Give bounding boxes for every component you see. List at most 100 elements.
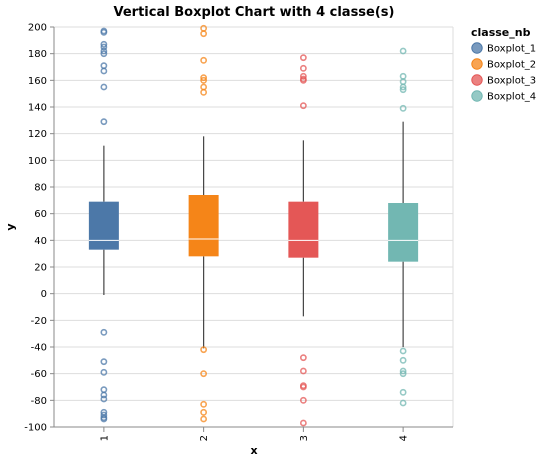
iqr-box [288,201,319,258]
boxes [88,24,419,427]
x-tick-label: 3 [299,435,310,441]
iqr-box [188,195,219,257]
chart-title: Vertical Boxplot Chart with 4 classe(s) [114,5,395,20]
y-tick-label: 120 [28,129,47,140]
outlier-point [200,30,208,38]
outlier-point [399,86,407,94]
outlier-point [100,391,108,399]
gridlines [54,26,454,428]
y-tick-label: 60 [34,209,47,220]
x-axis-title: x [250,444,257,457]
outlier-point [299,102,307,110]
legend-symbol [471,90,483,102]
legend-label: Boxplot_1 [487,44,536,55]
outlier-point [100,358,108,366]
outlier-point [100,47,108,55]
outlier-point [399,367,407,375]
y-tick-label: -60 [31,369,47,380]
outlier-point [100,83,108,91]
x-tick-label: 1 [99,435,110,441]
y-tick-label: -20 [31,316,47,327]
legend-symbol [471,74,483,86]
y-tick-label: 0 [41,289,47,300]
outlier-point [100,415,108,423]
outlier-point [200,415,208,423]
y-tick-label: -100 [24,423,47,434]
outlier-point [100,386,108,394]
outlier-point [200,346,208,354]
outlier-point [299,354,307,362]
outlier-point [399,347,407,355]
axes: -100 -80 -60 -40 -20 0 20 40 60 80 100 120 140 160 180… [24,23,453,441]
outlier-point [299,72,307,80]
outlier-point [100,43,108,51]
x-tick-label: 4 [399,435,410,441]
legend-item: Boxplot_2 [471,58,536,71]
outlier-point [200,370,208,378]
outlier-point [100,40,108,48]
iqr-box [388,203,419,262]
y-tick-label: 20 [34,263,47,274]
outlier-point [200,88,208,96]
outlier-point [200,74,208,82]
y-tick-label: -80 [31,396,47,407]
outlier-point [299,383,307,391]
y-tick-label: 200 [28,23,47,34]
y-axis-title: y [4,223,17,230]
boxplot-2 [188,24,219,423]
iqr-box [88,201,119,250]
y-tick-label: -40 [31,343,47,354]
outlier-point [100,28,108,36]
outlier-point [399,356,407,364]
outlier-point [399,388,407,396]
outlier-point [299,64,307,72]
outlier-point [399,104,407,112]
legend-label: Boxplot_4 [487,92,536,103]
legend-symbol [471,58,483,70]
outlier-point [100,395,108,403]
x-tick-label: 2 [199,435,210,441]
boxplot-1 [88,27,119,423]
outlier-point [399,370,407,378]
outlier-point [299,367,307,375]
outlier-point [100,62,108,70]
outlier-point [100,368,108,376]
boxplot-3 [288,54,319,427]
outlier-point [200,24,208,32]
outlier-point [200,400,208,408]
outlier-point [100,50,108,58]
outlier-point [299,396,307,404]
legend-item: Boxplot_4 [471,90,536,103]
legend: classe_nb Boxplot_1 Boxplot_2 Boxplot_3 Box… [471,26,536,103]
boxplot-4 [388,47,419,407]
y-tick-label: 160 [28,76,47,87]
outlier-point [399,83,407,91]
outlier-point [299,76,307,84]
outlier-point [200,56,208,64]
outlier-point [299,54,307,62]
y-tick-label: 180 [28,49,47,60]
y-tick-label: 40 [34,236,47,247]
outlier-point [200,408,208,416]
y-tick-label: 140 [28,103,47,114]
outlier-point [200,76,208,84]
legend-title: classe_nb [471,26,531,39]
outlier-point [100,118,108,126]
legend-symbol [471,42,483,54]
legend-label: Boxplot_2 [487,60,536,71]
outlier-point [100,411,108,419]
outlier-point [299,419,307,427]
legend-label: Boxplot_3 [487,76,536,87]
outlier-point [399,78,407,86]
outlier-point [200,83,208,91]
outlier-point [399,47,407,55]
y-tick-label: 80 [34,183,47,194]
y-tick-label: 100 [28,156,47,167]
outlier-point [100,328,108,336]
outlier-point [399,72,407,80]
outlier-point [399,399,407,407]
legend-item: Boxplot_3 [471,74,536,87]
legend-item: Boxplot_1 [471,42,536,55]
outlier-point [100,67,108,75]
